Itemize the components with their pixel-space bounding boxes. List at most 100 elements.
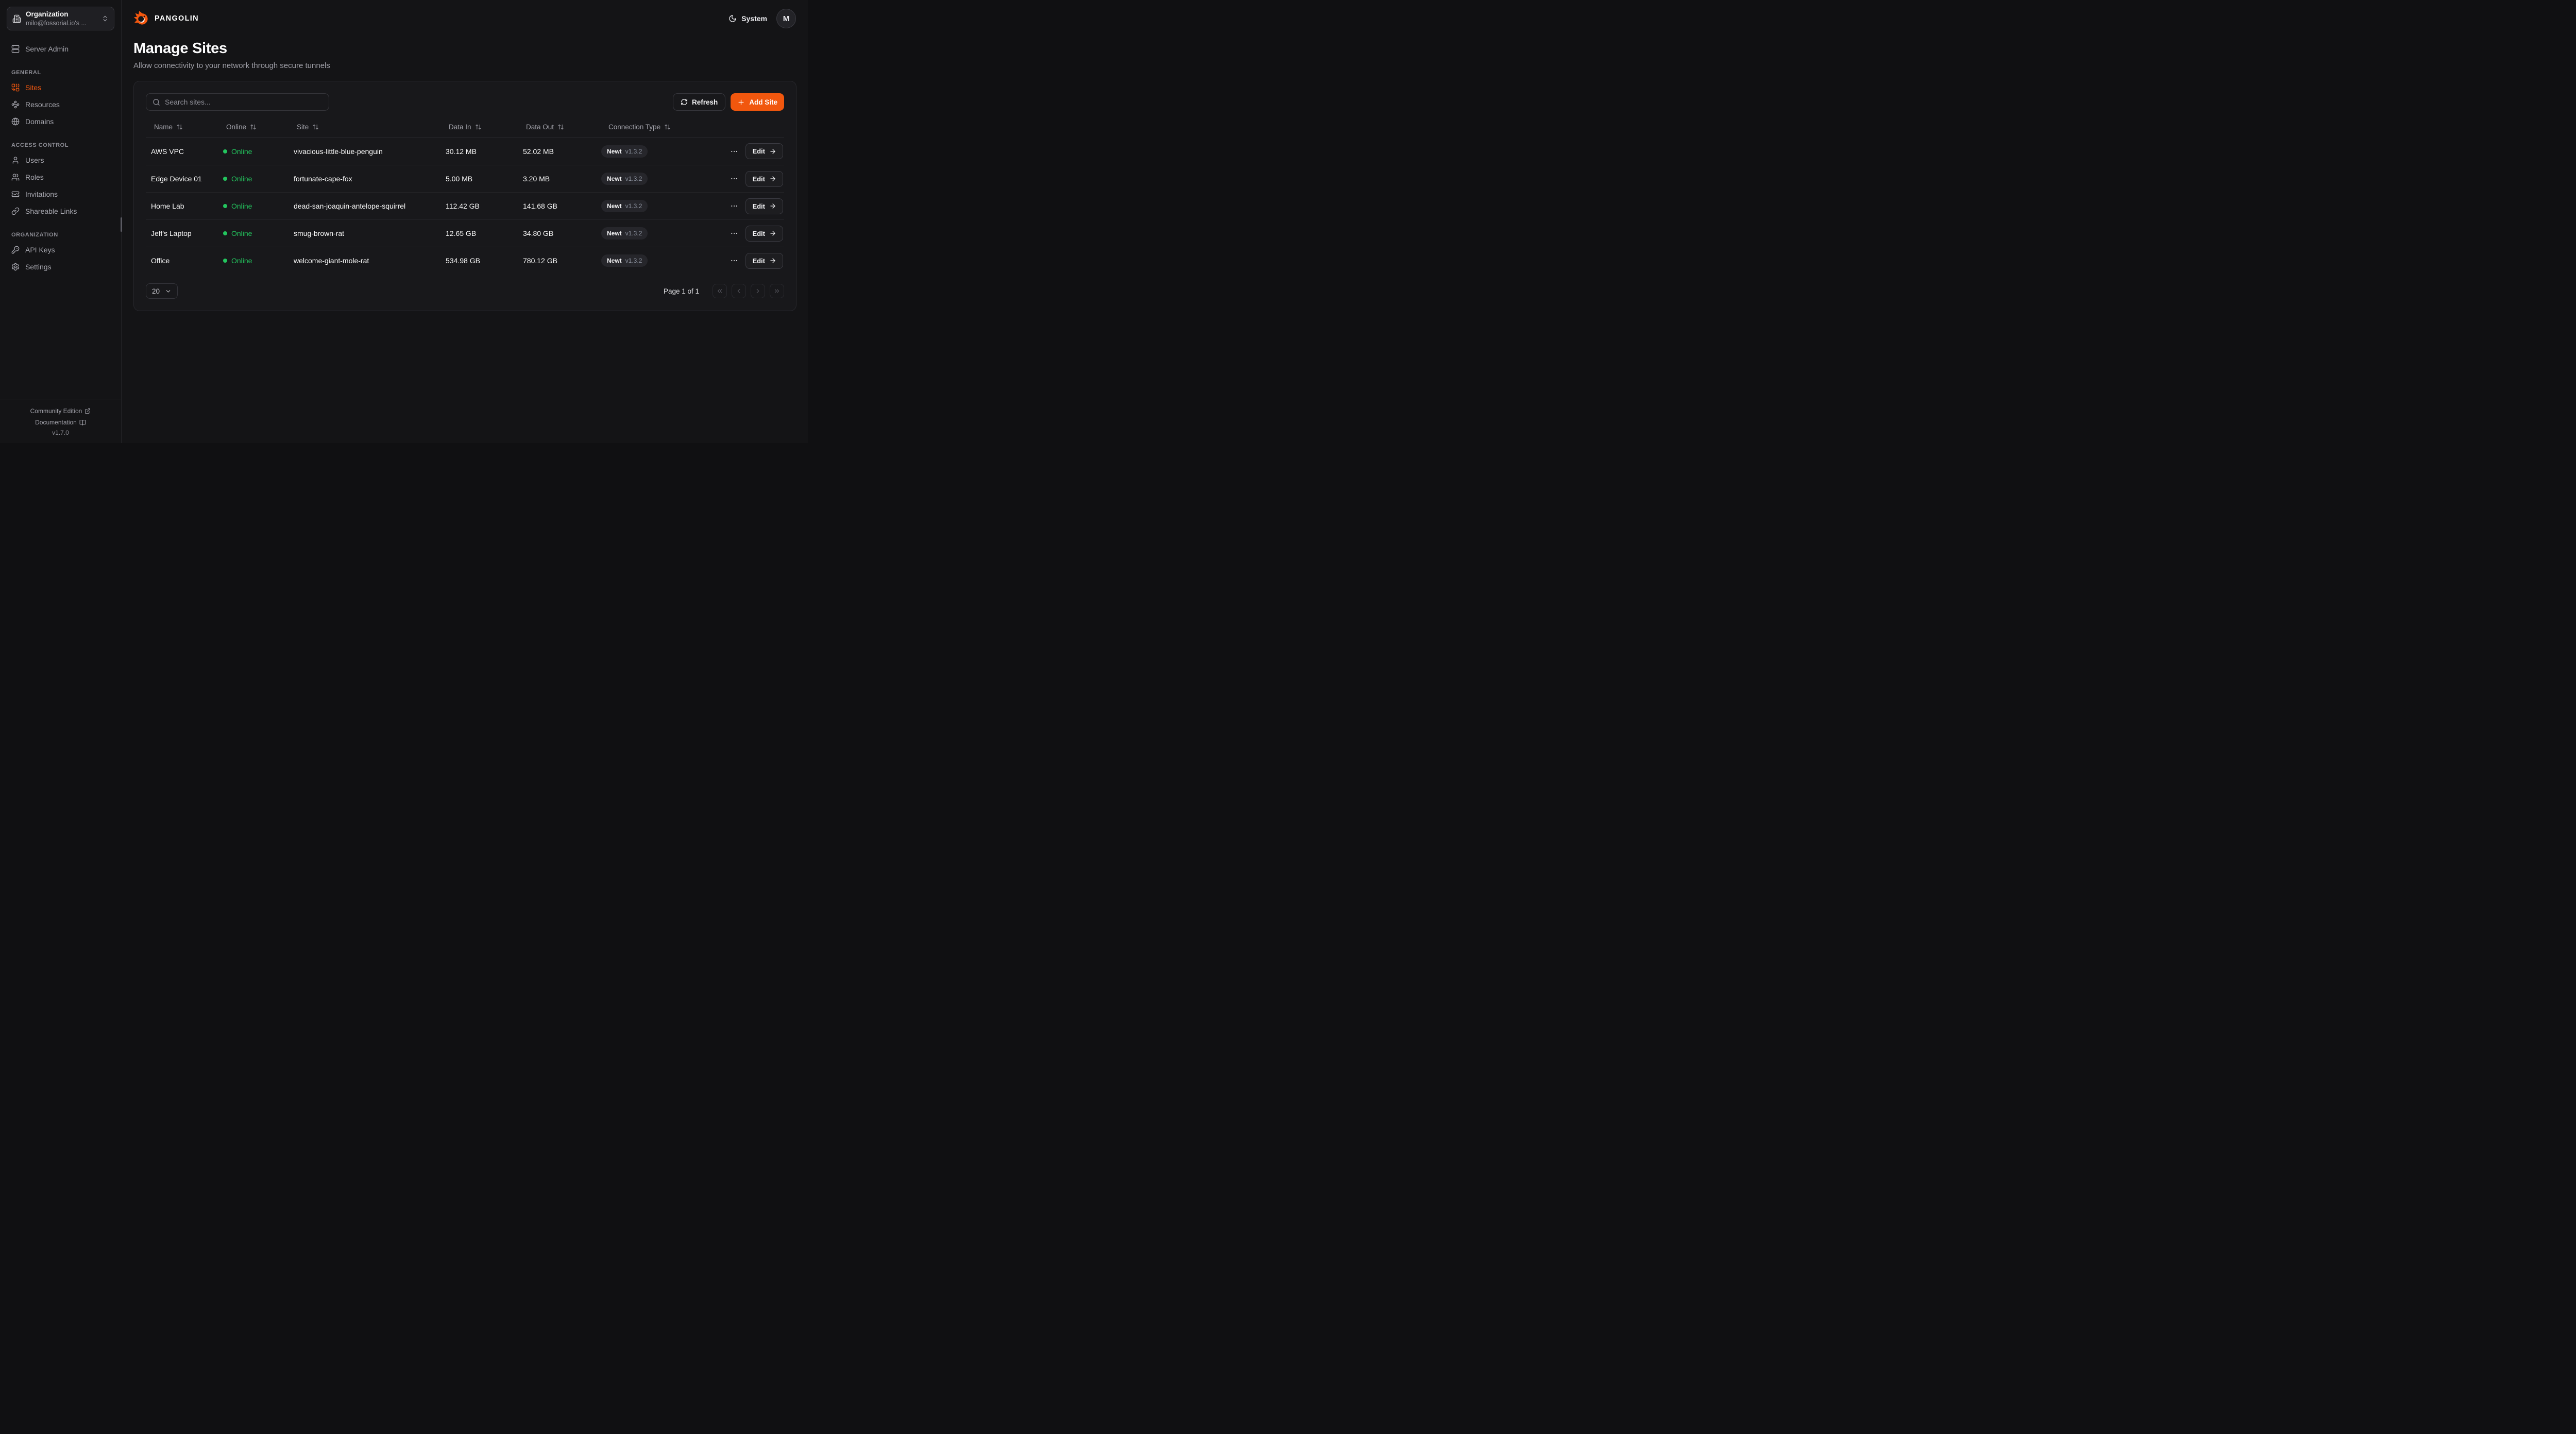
last-page-button[interactable]: [770, 284, 784, 298]
table-pagination: 20 Page 1 of 1: [146, 283, 784, 299]
previous-page-button[interactable]: [732, 284, 746, 298]
edit-button[interactable]: Edit: [745, 198, 783, 214]
status-badge: Online: [218, 175, 289, 183]
site-name: AWS VPC: [151, 147, 184, 156]
sidebar-item-label: Users: [25, 156, 44, 164]
org-selector-value: milo@fossorial.io's ...: [26, 20, 87, 27]
arrow-right-icon: [769, 175, 776, 182]
arrow-right-icon: [769, 257, 776, 264]
sidebar-item-label: Resources: [25, 100, 60, 109]
sidebar-item-users[interactable]: Users: [7, 151, 114, 168]
table-row: Jeff's Laptop Online smug-brown-rat 12.6…: [146, 219, 784, 247]
section-title-organization: ORGANIZATION: [11, 232, 58, 238]
site-name: Office: [151, 257, 170, 265]
row-menu-button[interactable]: [730, 175, 738, 183]
sidebar-item-server-admin[interactable]: Server Admin: [7, 40, 114, 57]
sidebar-resize-handle[interactable]: [121, 217, 122, 232]
data-in-value: 534.98 GB: [446, 257, 480, 265]
avatar[interactable]: M: [776, 9, 796, 28]
globe-icon: [11, 117, 20, 126]
sidebar-item-domains[interactable]: Domains: [7, 113, 114, 130]
column-header-online[interactable]: Online: [218, 123, 289, 131]
documentation-link[interactable]: Documentation: [0, 417, 121, 428]
site-slug: welcome-giant-mole-rat: [294, 257, 369, 265]
sites-icon: [11, 83, 20, 92]
sites-card: Refresh Add Site Name Online Site Data I…: [133, 81, 796, 311]
online-dot-icon: [223, 177, 227, 181]
building-icon: [12, 14, 21, 23]
sort-icon: [312, 124, 319, 130]
site-slug: dead-san-joaquin-antelope-squirrel: [294, 202, 406, 210]
add-site-button[interactable]: Add Site: [731, 93, 784, 111]
sort-icon: [250, 124, 257, 130]
sidebar-item-settings[interactable]: Settings: [7, 258, 114, 275]
sidebar-item-shareable-links[interactable]: Shareable Links: [7, 202, 114, 219]
org-selector[interactable]: Organization milo@fossorial.io's ...: [7, 7, 114, 30]
data-out-value: 141.68 GB: [523, 202, 557, 210]
search-input[interactable]: [165, 98, 323, 106]
edit-button[interactable]: Edit: [745, 252, 783, 269]
connection-type-badge: Newt v1.3.2: [601, 173, 648, 185]
main-area: PANGOLIN System M Manage Sites Allow con…: [122, 0, 808, 443]
first-page-button[interactable]: [713, 284, 727, 298]
edit-button[interactable]: Edit: [745, 170, 783, 187]
sites-table: Name Online Site Data In Data Out Connec…: [146, 117, 784, 274]
row-menu-button[interactable]: [730, 229, 738, 237]
online-dot-icon: [223, 231, 227, 235]
key-icon: [11, 246, 20, 254]
page-indicator: Page 1 of 1: [663, 287, 699, 295]
moon-icon: [728, 14, 737, 23]
online-dot-icon: [223, 259, 227, 263]
refresh-button[interactable]: Refresh: [672, 93, 726, 111]
online-dot-icon: [223, 204, 227, 208]
org-selector-label: Organization: [26, 10, 69, 18]
row-menu-button[interactable]: [730, 257, 738, 265]
site-name: Edge Device 01: [151, 175, 202, 183]
sidebar-item-sites[interactable]: Sites: [7, 79, 114, 96]
sidebar-item-api-keys[interactable]: API Keys: [7, 241, 114, 258]
data-in-value: 30.12 MB: [446, 147, 477, 156]
column-header-connection-type[interactable]: Connection Type: [600, 123, 696, 131]
column-header-data-out[interactable]: Data Out: [518, 123, 600, 131]
sidebar-item-resources[interactable]: Resources: [7, 96, 114, 113]
status-badge: Online: [218, 147, 289, 156]
connection-type-badge: Newt v1.3.2: [601, 200, 648, 212]
app-version: v1.7.0: [52, 429, 69, 436]
community-edition-link[interactable]: Community Edition: [0, 405, 121, 417]
column-header-data-in[interactable]: Data In: [440, 123, 518, 131]
next-page-button[interactable]: [751, 284, 765, 298]
edit-button[interactable]: Edit: [745, 143, 783, 159]
plus-icon: [737, 98, 745, 106]
sidebar-item-roles[interactable]: Roles: [7, 168, 114, 185]
topbar: PANGOLIN System M: [122, 0, 808, 37]
book-open-icon: [79, 419, 86, 426]
edit-button[interactable]: Edit: [745, 225, 783, 242]
row-menu-button[interactable]: [730, 147, 738, 156]
table-header: Name Online Site Data In Data Out Connec…: [146, 117, 784, 138]
sort-icon: [664, 124, 671, 130]
chevron-right-icon: [754, 287, 761, 295]
table-row: Office Online welcome-giant-mole-rat 534…: [146, 247, 784, 274]
theme-toggle-button[interactable]: System: [728, 14, 767, 23]
connection-type-badge: Newt v1.3.2: [601, 227, 648, 240]
arrow-right-icon: [769, 230, 776, 237]
status-badge: Online: [218, 229, 289, 237]
sidebar-item-invitations[interactable]: Invitations: [7, 185, 114, 202]
link-icon: [11, 207, 20, 215]
section-title-general: GENERAL: [11, 70, 41, 76]
page-subtitle: Allow connectivity to your network throu…: [133, 61, 330, 70]
brand-name: PANGOLIN: [155, 14, 199, 23]
sidebar-footer: Community Edition Documentation v1.7.0: [0, 400, 121, 443]
chevrons-up-down-icon: [101, 15, 109, 22]
column-header-name[interactable]: Name: [146, 123, 218, 131]
data-out-value: 34.80 GB: [523, 229, 554, 237]
page-size-select[interactable]: 20: [146, 283, 178, 299]
ticket-check-icon: [11, 190, 20, 198]
column-header-site[interactable]: Site: [289, 123, 440, 131]
row-menu-button[interactable]: [730, 202, 738, 210]
user-icon: [11, 156, 20, 164]
sidebar: Organization milo@fossorial.io's ... Ser…: [0, 0, 122, 443]
sidebar-item-label: Shareable Links: [25, 207, 77, 215]
connection-type-badge: Newt v1.3.2: [601, 254, 648, 267]
data-in-value: 5.00 MB: [446, 175, 473, 183]
